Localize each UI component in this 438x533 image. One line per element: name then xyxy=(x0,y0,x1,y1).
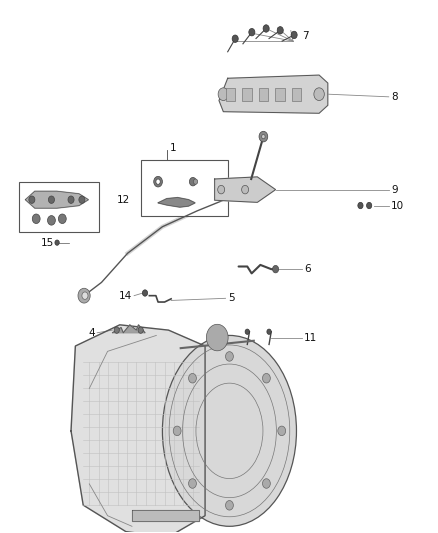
Circle shape xyxy=(142,290,148,296)
Bar xyxy=(226,88,235,101)
Circle shape xyxy=(193,179,198,184)
Text: 8: 8 xyxy=(391,92,398,102)
Bar xyxy=(242,88,252,101)
Circle shape xyxy=(226,500,233,510)
Text: 14: 14 xyxy=(119,290,132,301)
Circle shape xyxy=(48,196,54,204)
Circle shape xyxy=(267,329,271,334)
Circle shape xyxy=(79,196,85,204)
Circle shape xyxy=(206,324,228,351)
Circle shape xyxy=(278,426,286,435)
Bar xyxy=(258,88,268,101)
Circle shape xyxy=(358,203,363,209)
Circle shape xyxy=(55,240,59,245)
Circle shape xyxy=(262,374,270,383)
Circle shape xyxy=(156,179,160,184)
Text: 15: 15 xyxy=(41,238,54,248)
Polygon shape xyxy=(71,325,205,533)
Text: 5: 5 xyxy=(228,293,234,303)
Circle shape xyxy=(218,88,229,101)
Circle shape xyxy=(232,35,238,43)
Bar xyxy=(19,182,99,232)
Circle shape xyxy=(138,327,143,333)
Polygon shape xyxy=(158,198,195,207)
Circle shape xyxy=(242,185,249,194)
Text: 6: 6 xyxy=(304,264,311,274)
Circle shape xyxy=(272,265,279,273)
Circle shape xyxy=(367,203,372,209)
Polygon shape xyxy=(132,511,199,521)
Circle shape xyxy=(189,479,196,488)
Circle shape xyxy=(314,88,324,101)
Circle shape xyxy=(291,31,297,39)
Circle shape xyxy=(277,27,283,34)
Text: 3: 3 xyxy=(187,160,194,169)
Bar xyxy=(292,88,301,101)
Bar xyxy=(275,88,285,101)
Circle shape xyxy=(226,352,233,361)
Circle shape xyxy=(82,292,88,300)
Circle shape xyxy=(78,288,90,303)
Bar xyxy=(141,160,228,216)
Polygon shape xyxy=(215,177,276,203)
Text: 7: 7 xyxy=(302,31,308,41)
Circle shape xyxy=(189,374,196,383)
Text: 11: 11 xyxy=(304,333,317,343)
Circle shape xyxy=(249,28,255,36)
Circle shape xyxy=(245,329,250,334)
Text: 9: 9 xyxy=(391,184,398,195)
Circle shape xyxy=(32,214,40,223)
Circle shape xyxy=(47,216,55,225)
Circle shape xyxy=(261,134,265,139)
Polygon shape xyxy=(25,191,88,208)
Text: 2: 2 xyxy=(151,160,157,169)
Circle shape xyxy=(29,196,35,204)
Text: 12: 12 xyxy=(117,195,130,205)
Text: 13: 13 xyxy=(86,217,99,228)
Circle shape xyxy=(154,176,162,187)
Ellipse shape xyxy=(162,335,297,526)
Circle shape xyxy=(218,185,225,194)
Text: 4: 4 xyxy=(88,328,95,338)
Text: 10: 10 xyxy=(391,200,404,211)
Circle shape xyxy=(263,25,269,32)
Circle shape xyxy=(189,177,196,186)
Circle shape xyxy=(68,196,74,204)
Polygon shape xyxy=(219,75,328,114)
Circle shape xyxy=(262,479,270,488)
Circle shape xyxy=(173,426,181,435)
Circle shape xyxy=(114,327,119,333)
Circle shape xyxy=(58,214,66,223)
Polygon shape xyxy=(113,325,145,333)
Circle shape xyxy=(259,131,268,142)
Text: 1: 1 xyxy=(170,142,177,152)
